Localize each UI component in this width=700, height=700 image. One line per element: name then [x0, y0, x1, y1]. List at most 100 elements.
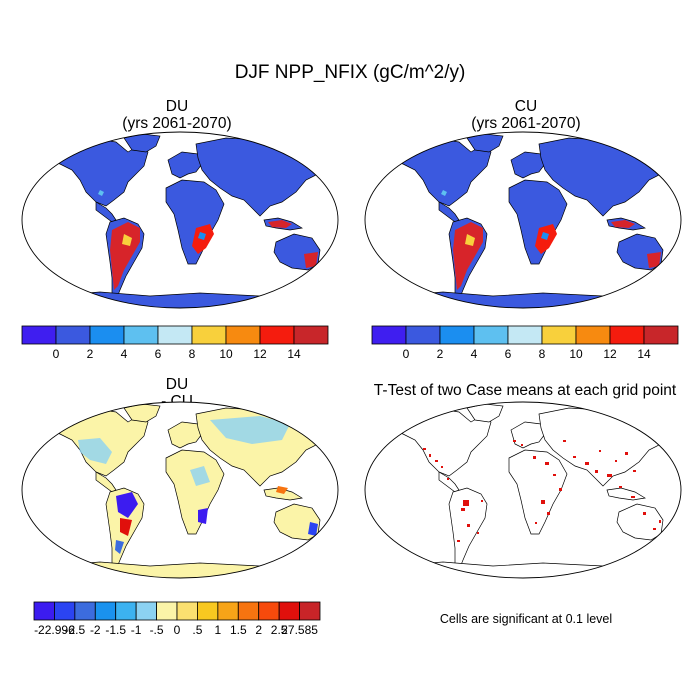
colorbar-tick-label: 4 — [121, 347, 128, 361]
significant-cell — [441, 466, 443, 468]
colorbar-box — [405, 325, 441, 345]
colorbar-tick-label: 2 — [87, 347, 94, 361]
significance-note: Cells are significant at 0.1 level — [439, 612, 613, 626]
significant-cell — [533, 456, 536, 459]
colorbar-box — [473, 325, 509, 345]
figure-title: DJF NPP_NFIX (gC/m^2/y) — [234, 62, 466, 83]
colorbar-box — [176, 601, 198, 621]
colorbar-tick-label: -1 — [131, 623, 142, 637]
panel-cu-title-line2: (yrs 2061-2070) — [471, 115, 581, 132]
panel-du-title: DU (yrs 2061-2070) — [17, 98, 337, 132]
hotspot-3 — [120, 518, 132, 536]
hotspot-1 — [465, 234, 475, 246]
colorbar-box — [135, 601, 157, 621]
colorbar-tick-label: 8 — [539, 347, 546, 361]
colorbar-tick-label: 0 — [174, 623, 181, 637]
colorbar-box — [237, 601, 260, 621]
panel-cu-title: CU (yrs 2061-2070) — [366, 98, 686, 132]
colorbar-box — [89, 325, 125, 345]
colorbar-box — [299, 601, 321, 621]
colorbar-box — [217, 601, 239, 621]
colorbar-box — [54, 601, 76, 621]
land-group — [39, 133, 333, 308]
significant-cell — [631, 496, 635, 498]
significant-cell — [461, 508, 465, 511]
significant-cell — [457, 540, 460, 542]
colorbar-tick-label: 1.5 — [230, 623, 247, 637]
significant-cell — [463, 500, 469, 506]
colorbar-tick-label: 8 — [189, 347, 196, 361]
colorbar-tick-label: 6 — [505, 347, 512, 361]
significant-cell — [481, 500, 483, 502]
hotspot-3 — [198, 232, 206, 240]
significant-cell — [467, 524, 470, 527]
significant-cell — [541, 500, 545, 504]
colorbar-cu: 0 2 4 6 8 10 12 14 — [371, 325, 679, 361]
significant-cell — [513, 440, 516, 442]
hotspot-2 — [116, 492, 138, 518]
globe-outline — [364, 131, 682, 309]
significant-cell — [625, 452, 628, 455]
hotspot-4 — [611, 220, 635, 228]
colorbar-box — [259, 325, 295, 345]
hotspot-5 — [304, 252, 318, 268]
significant-cell — [659, 520, 661, 523]
significant-cell — [435, 460, 438, 462]
hotspot-6 — [98, 190, 104, 196]
colorbar-tick-label: 27.585 — [281, 623, 318, 637]
colorbar-box — [371, 325, 407, 345]
colorbar-tick-label: 6 — [155, 347, 162, 361]
colorbar-box — [55, 325, 91, 345]
colorbar-tick-label: 2 — [437, 347, 444, 361]
colorbar-tick-label: -.5 — [150, 623, 164, 637]
colorbar-tick-label: 14 — [287, 347, 301, 361]
hotspot-8 — [276, 486, 288, 494]
colorbar-tick-label: .5 — [192, 623, 202, 637]
colorbar-tick-label: 2.5 — [271, 623, 288, 637]
colorbar-box — [293, 325, 329, 345]
colorbar-tick-label: 2 — [255, 623, 262, 637]
colorbar-tick-label: 10 — [569, 347, 583, 361]
map-du — [21, 131, 339, 309]
colorbar-box — [115, 601, 137, 621]
colorbar-box — [278, 601, 300, 621]
colorbar-box — [575, 325, 611, 345]
map-ttest — [364, 401, 682, 579]
significant-cell — [585, 462, 589, 465]
hotspot-4 — [268, 220, 292, 228]
colorbar-du: 0 2 4 6 8 10 12 14 — [21, 325, 329, 361]
hotspot-4 — [115, 540, 124, 554]
significant-cell — [653, 528, 656, 530]
hotspot-1 — [122, 234, 132, 246]
colorbar-box — [609, 325, 645, 345]
significant-cell — [535, 522, 537, 524]
hotspot-5 — [198, 508, 208, 524]
map-cu — [364, 131, 682, 309]
colorbar-tick-label: -2 — [90, 623, 101, 637]
colorbar-box — [21, 325, 57, 345]
colorbar-tick-label: 10 — [219, 347, 233, 361]
colorbar-box — [191, 325, 227, 345]
colorbar-box — [258, 601, 280, 621]
colorbar-box — [94, 601, 117, 621]
significant-cell — [521, 444, 523, 446]
significant-cell — [599, 450, 601, 452]
colorbar-tick-label: 0 — [403, 347, 410, 361]
hotspot-1 — [210, 416, 290, 444]
colorbar-box — [541, 325, 577, 345]
colorbar-tick-label: -2.5 — [65, 623, 86, 637]
land-group — [382, 133, 676, 308]
significant-cell — [559, 488, 562, 491]
hotspot-5 — [647, 252, 661, 268]
significant-cell — [547, 512, 550, 515]
colorbar-box — [507, 325, 543, 345]
map-diff — [21, 401, 339, 579]
colorbar-tick-label: 12 — [603, 347, 617, 361]
colorbar-tick-label: 4 — [471, 347, 478, 361]
significant-cell — [545, 462, 549, 465]
colorbar-tick-label: 1 — [215, 623, 222, 637]
panel-cu-title-line1: CU — [514, 98, 538, 115]
significant-cell — [477, 532, 479, 534]
panel-du-title-line1: DU — [165, 98, 189, 115]
panel-du-title-line2: (yrs 2061-2070) — [122, 115, 232, 132]
